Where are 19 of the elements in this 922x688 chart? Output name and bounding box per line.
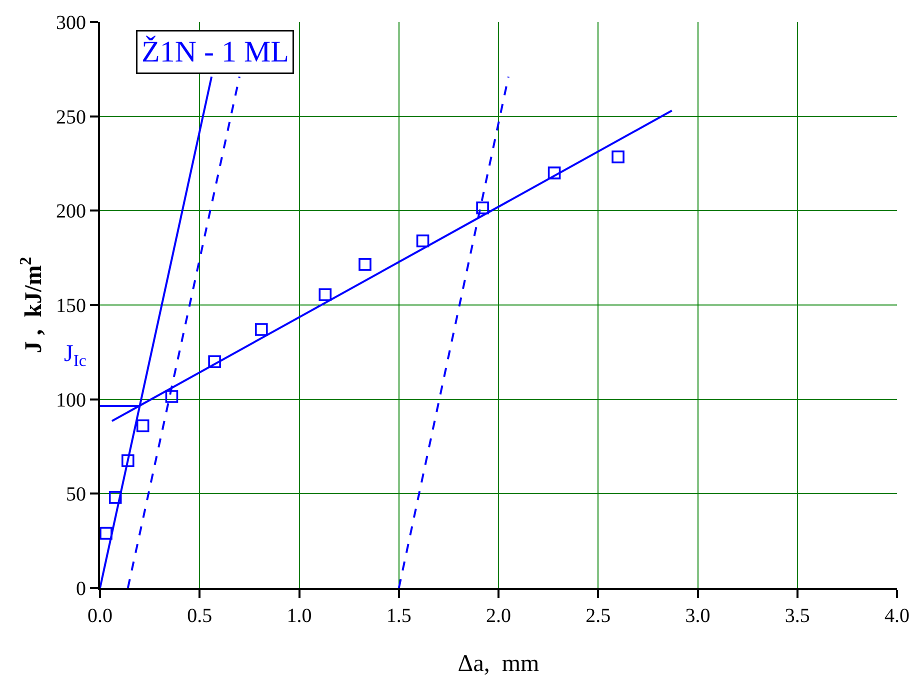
x-tick-label: 2.5	[586, 605, 611, 627]
y-tick-label: 250	[56, 106, 86, 128]
y-tick-label: 50	[66, 484, 86, 506]
y-tick-label: 200	[56, 200, 86, 223]
annotation: Ž1N - 1 ML	[142, 36, 289, 68]
y-tick-label: 100	[56, 389, 86, 412]
x-tick-label: 3.0	[685, 605, 710, 627]
text: J$_{Ic}$	[64, 341, 86, 370]
y-tick-label: 0	[76, 578, 86, 600]
x-tick-label: 0.0	[88, 605, 112, 627]
x-tick-label: 1.0	[286, 605, 312, 627]
x-axis-title: Δa, mm	[458, 651, 540, 677]
y-tick-label: 300	[56, 12, 86, 34]
x-tick-label: 1.5	[386, 605, 412, 627]
x-tick-label: 2.0	[486, 605, 511, 627]
x-tick-label: 3.5	[784, 605, 810, 627]
y-tick-label: 150	[56, 295, 86, 317]
x-tick-label: 0.5	[187, 605, 212, 627]
x-tick-label: 4.0	[884, 605, 910, 627]
